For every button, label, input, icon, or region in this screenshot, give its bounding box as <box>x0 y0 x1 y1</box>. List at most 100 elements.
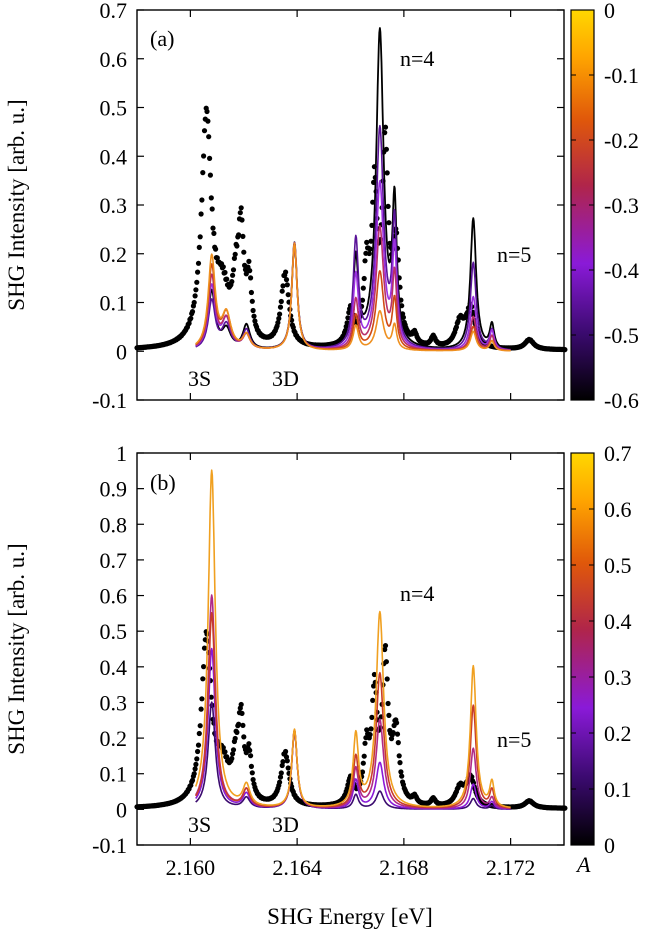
panel-a-annotation-n4: n=4 <box>400 46 434 71</box>
experiment-point <box>455 318 461 324</box>
experiment-point <box>368 726 374 732</box>
y-tick-label: 0.6 <box>100 584 128 609</box>
colorbar-tick-label: 0.3 <box>604 665 632 690</box>
panel-a-annotation-3s: 3S <box>188 366 211 391</box>
y-tick-label: 0.5 <box>100 96 128 121</box>
experiment-point <box>246 258 252 264</box>
experiment-point <box>562 805 568 811</box>
experiment-point <box>249 298 255 304</box>
colorbar-tick-label: 0.5 <box>604 553 632 578</box>
experiment-point <box>200 676 206 682</box>
experiment-point <box>277 779 283 785</box>
experiment-point <box>205 118 211 124</box>
colorbar-tick-label: -0.4 <box>604 258 639 283</box>
experiment-point <box>398 769 404 775</box>
experiment-point <box>368 238 374 244</box>
experiment-point <box>276 315 282 322</box>
experiment-point <box>383 146 389 152</box>
experiment-point <box>395 740 401 746</box>
panel-b-annotation-3d: 3D <box>272 812 299 837</box>
experiment-point <box>230 747 237 753</box>
experiment-point <box>384 676 390 682</box>
experiment-point <box>279 288 285 294</box>
experiment-point <box>220 264 226 270</box>
experiment-point <box>246 741 252 747</box>
experiment-point <box>248 763 254 770</box>
panel-a: 0 -0.1 -0.2 -0.3 -0.4 -0.5 -0.6 (a) -0.1 0 0.1 0.… <box>4 0 639 413</box>
experiment-point <box>247 747 253 754</box>
panel-a-ylabel: SHG Intensity [arb. u.] <box>4 99 29 310</box>
experiment-point <box>240 722 246 729</box>
experiment-point <box>250 777 256 783</box>
experiment-point <box>394 731 401 737</box>
panel-b-colorbar-rect <box>570 452 595 846</box>
experiment-point <box>236 721 242 727</box>
experiment-point <box>230 267 237 273</box>
experiment-point <box>188 315 194 321</box>
experiment-point <box>222 749 228 755</box>
panel-a-frame <box>136 9 565 401</box>
y-tick-label: 0.4 <box>100 144 128 169</box>
panel-b: 0.7 0.6 0.5 0.4 0.3 0.2 0.1 0 A (b) -0.1 0 0.1 0.2… <box>4 441 632 880</box>
experiment-point <box>385 700 391 707</box>
experiment-point <box>386 712 392 719</box>
experiment-point <box>470 312 477 318</box>
y-tick-label: -0.1 <box>92 833 127 858</box>
experiment-point <box>240 233 246 239</box>
experiment-point <box>241 734 247 740</box>
experiment-point <box>198 211 204 217</box>
x-tick-label: 2.168 <box>379 855 429 880</box>
y-tick-label: 0.2 <box>100 242 128 267</box>
experiment-point <box>231 255 237 261</box>
experiment-point <box>222 269 228 276</box>
experiment-point <box>453 324 459 330</box>
y-tick-label: 0.4 <box>100 655 128 680</box>
panel-a-annotation-n5: n=5 <box>497 242 531 267</box>
experiment-point <box>194 279 200 285</box>
experiment-point <box>383 659 389 665</box>
y-tick-label: 0.6 <box>100 47 128 72</box>
experiment-point <box>207 172 213 178</box>
panel-a-label: (a) <box>150 26 174 51</box>
panel-b-series <box>194 469 511 810</box>
experiment-point <box>195 742 202 748</box>
experiment-point <box>239 710 245 717</box>
experiment-point <box>238 205 244 211</box>
panel-b-annotation-n5: n=5 <box>497 727 531 752</box>
experiment-point <box>364 727 370 733</box>
experiment-point <box>285 765 291 771</box>
experiment-point <box>399 773 405 779</box>
experiment-point <box>232 251 238 257</box>
experiment-point <box>369 714 375 721</box>
experiment-point <box>195 269 201 275</box>
y-tick-label: 0.7 <box>100 0 128 23</box>
experiment-point <box>280 759 286 765</box>
experiment-point <box>277 304 284 310</box>
experiment-point <box>198 706 204 712</box>
panel-a-experiment <box>134 105 568 353</box>
colorbar-tick-label: 0.7 <box>604 441 632 466</box>
y-tick-label: 1 <box>116 441 127 466</box>
experiment-point <box>230 272 236 278</box>
experiment-point <box>248 289 254 296</box>
colorbar-tick-label: 0.2 <box>604 721 632 746</box>
experiment-point <box>201 645 208 651</box>
experiment-point <box>241 249 247 255</box>
experiment-point <box>382 646 388 653</box>
series-line-5 <box>195 242 511 352</box>
experiment-point <box>199 696 205 702</box>
experiment-point <box>364 239 370 245</box>
panel-b-annotation-3s: 3S <box>188 812 211 837</box>
y-tick-label: 0.3 <box>100 690 128 715</box>
experiment-point <box>367 732 373 738</box>
experiment-point <box>193 287 199 293</box>
experiment-point <box>247 268 253 274</box>
experiment-point <box>230 751 236 757</box>
colorbar-tick-label: -0.1 <box>604 63 639 88</box>
experiment-point <box>345 315 351 321</box>
experiment-point <box>248 275 254 281</box>
panel-b-colorbar-ticks: 0.7 0.6 0.5 0.4 0.3 0.2 0.1 0 <box>571 441 632 858</box>
colorbar-tick-label: 0 <box>604 0 615 23</box>
experiment-point <box>362 258 368 264</box>
